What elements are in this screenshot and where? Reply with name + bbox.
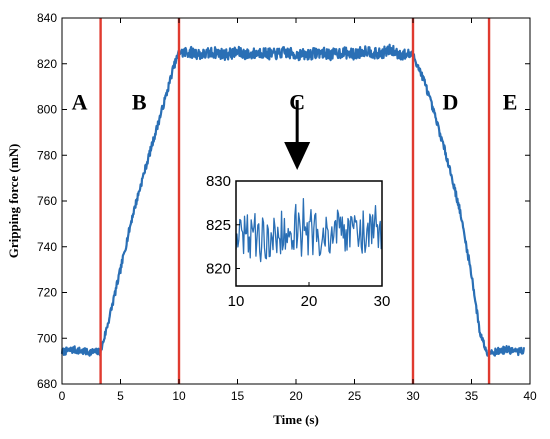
x-tick-label: 30 (406, 389, 420, 403)
y-tick-label: 740 (37, 240, 57, 254)
y-tick-label: 820 (37, 57, 57, 71)
inset-y-tick-label: 825 (206, 217, 231, 234)
region-label-a: A (72, 90, 88, 115)
y-axis-label: Gripping force (mN) (6, 144, 21, 259)
inset-y-tick-label: 820 (206, 261, 231, 278)
y-tick-label: 680 (37, 377, 57, 391)
y-tick-label: 700 (37, 331, 57, 345)
inset-series-line (235, 197, 382, 263)
y-tick-label: 800 (37, 103, 57, 117)
x-tick-label: 40 (523, 389, 537, 403)
region-label-e: E (503, 90, 518, 115)
x-tick-label: 10 (172, 389, 186, 403)
inset-x-tick-label: 10 (228, 293, 245, 310)
x-tick-label: 0 (59, 389, 66, 403)
inset-x-tick-label: 30 (374, 293, 391, 310)
inset-y-tick-label: 830 (206, 173, 231, 190)
region-label-d: D (442, 90, 458, 115)
inset-x-tick-label: 20 (301, 293, 318, 310)
arrow-head-icon (284, 142, 311, 170)
y-tick-label: 760 (37, 194, 57, 208)
main-chart: 0 5 10 15 20 25 30 35 40 680 700 720 740 760 780 800 820… (6, 11, 537, 427)
inset-chart: 10 20 30 820 825 830 (206, 173, 390, 310)
x-tick-label: 15 (231, 389, 245, 403)
x-axis-label: Time (s) (273, 412, 319, 427)
y-tick-label: 720 (37, 286, 57, 300)
y-tick-label: 840 (37, 11, 57, 25)
x-tick-label: 35 (465, 389, 479, 403)
x-tick-label: 25 (348, 389, 362, 403)
force-series-line (60, 43, 526, 357)
region-label-b: B (132, 90, 147, 115)
y-tick-label: 780 (37, 148, 57, 162)
x-tick-label: 5 (117, 389, 124, 403)
x-tick-label: 20 (289, 389, 303, 403)
